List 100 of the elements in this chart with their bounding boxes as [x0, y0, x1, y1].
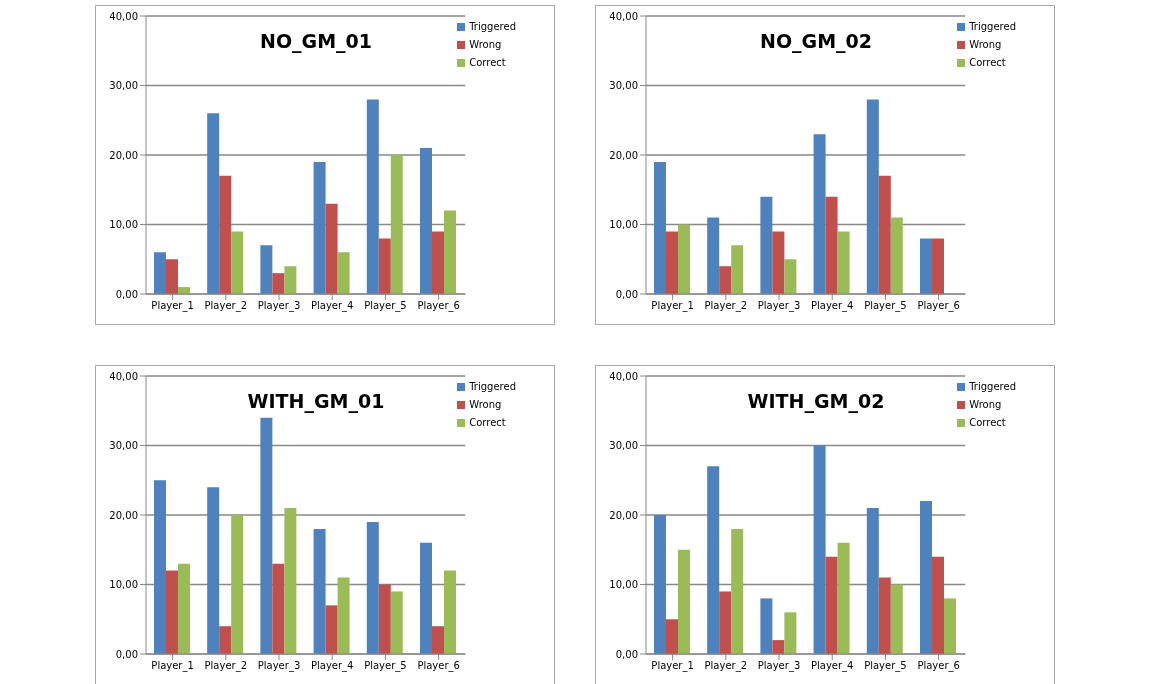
bar	[366, 99, 379, 294]
bar	[390, 155, 403, 294]
bar	[932, 238, 944, 294]
x-tick-label: Player_6	[917, 660, 960, 673]
y-tick-label: 10,00	[609, 219, 638, 231]
bar	[932, 556, 944, 654]
bar	[207, 487, 220, 654]
x-tick-label: Player_3	[757, 660, 801, 673]
x-tick-label: Player_6	[917, 300, 960, 313]
y-tick-label: 20,00	[609, 509, 638, 521]
x-tick-label: Player_1	[151, 300, 194, 313]
legend-label: Wrong	[969, 39, 1002, 50]
y-tick-label: 40,00	[609, 10, 638, 22]
y-tick-label: 20,00	[609, 149, 638, 161]
legend-label: Wrong	[969, 399, 1002, 410]
bar	[260, 245, 273, 294]
y-tick-label: 0,00	[615, 648, 638, 660]
bar	[878, 577, 891, 654]
bar	[837, 231, 850, 294]
legend-label: Triggered	[469, 381, 516, 392]
bar	[772, 231, 785, 294]
x-tick-label: Player_5	[364, 660, 407, 673]
x-tick-label: Player_3	[257, 660, 301, 673]
bar	[653, 515, 666, 654]
y-tick-label: 0,00	[115, 648, 138, 660]
bar	[420, 542, 432, 654]
legend-label: Correct	[469, 417, 506, 428]
bar	[665, 231, 678, 294]
legend-label: Triggered	[969, 21, 1016, 32]
bar	[219, 626, 232, 654]
bar	[825, 556, 838, 654]
bar	[231, 231, 244, 294]
y-tick-label: 40,00	[109, 10, 138, 22]
bar	[677, 224, 690, 294]
bar	[325, 203, 338, 294]
y-tick-label: 30,00	[109, 80, 138, 92]
bar	[813, 134, 826, 294]
x-tick-label: Player_5	[864, 660, 907, 673]
x-tick-label: Player_2	[204, 660, 248, 673]
y-tick-label: 40,00	[609, 370, 638, 382]
y-tick-label: 20,00	[109, 509, 138, 521]
legend-label: Wrong	[469, 399, 502, 410]
x-tick-label: Player_4	[810, 660, 854, 673]
bar	[444, 570, 456, 654]
bar	[284, 508, 297, 654]
bar	[313, 161, 326, 294]
bar	[165, 259, 178, 294]
bar	[207, 113, 220, 294]
bar	[313, 528, 326, 654]
bar	[284, 266, 297, 294]
y-tick-label: 40,00	[109, 370, 138, 382]
bar	[153, 252, 166, 294]
x-tick-label: Player_4	[310, 300, 354, 313]
bar	[337, 252, 350, 294]
bar	[153, 480, 166, 654]
x-tick-label: Player_6	[417, 300, 460, 313]
y-tick-label: 10,00	[109, 219, 138, 231]
bar	[444, 210, 456, 294]
x-tick-label: Player_4	[310, 660, 354, 673]
text: NO_GM_02	[760, 30, 872, 52]
text: NO_GM_01	[260, 30, 372, 52]
bar	[390, 591, 403, 654]
bar	[420, 148, 432, 294]
x-tick-label: Player_6	[417, 660, 460, 673]
bar	[432, 626, 444, 654]
legend-label: Correct	[469, 57, 506, 68]
x-tick-label: Player_1	[651, 660, 694, 673]
bar	[920, 238, 932, 294]
bar	[890, 584, 903, 654]
bar	[878, 175, 891, 294]
bar	[920, 501, 932, 654]
legend-label: Correct	[969, 57, 1006, 68]
bar	[731, 245, 744, 294]
bar	[719, 591, 732, 654]
bar	[665, 619, 678, 654]
legend-label: Wrong	[469, 39, 502, 50]
y-tick-label: 0,00	[615, 288, 638, 300]
bar	[707, 217, 720, 294]
bar	[707, 466, 720, 654]
y-tick-label: 20,00	[109, 149, 138, 161]
text: WITH_GM_01	[247, 390, 385, 412]
bar	[325, 605, 338, 654]
bar	[784, 612, 797, 654]
bar	[890, 217, 903, 294]
bar	[378, 238, 391, 294]
legend-label: Triggered	[969, 381, 1016, 392]
bar	[772, 640, 785, 654]
x-tick-label: Player_3	[757, 300, 801, 313]
bar	[366, 521, 379, 654]
y-tick-label: 30,00	[109, 440, 138, 452]
bar	[231, 515, 244, 654]
bar	[272, 563, 285, 654]
x-tick-label: Player_3	[257, 300, 301, 313]
x-tick-label: Player_5	[864, 300, 907, 313]
bar	[337, 577, 350, 654]
y-tick-label: 10,00	[109, 579, 138, 591]
x-tick-label: Player_2	[704, 660, 748, 673]
bar	[653, 161, 666, 294]
x-tick-label: Player_4	[810, 300, 854, 313]
bar	[719, 266, 732, 294]
